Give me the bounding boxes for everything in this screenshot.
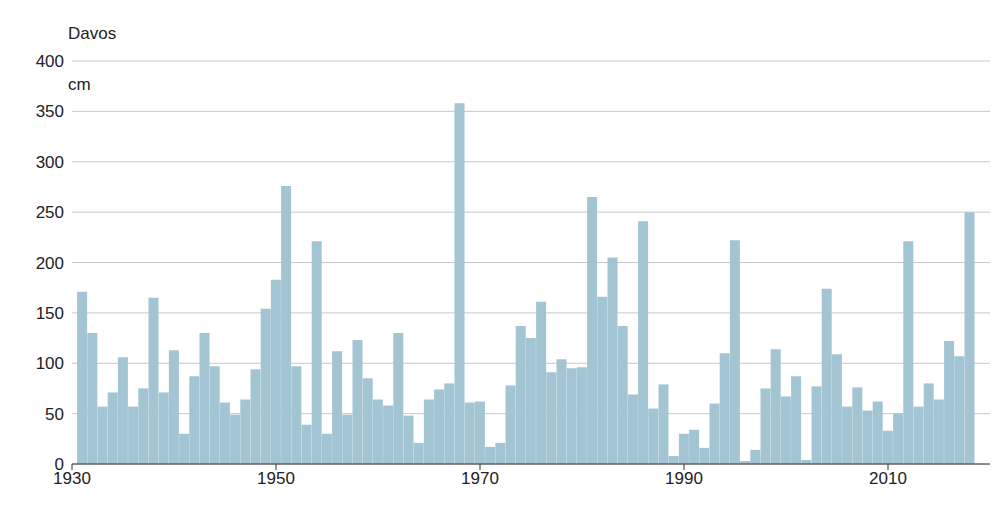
svg-text:100: 100 <box>36 354 64 373</box>
svg-text:1950: 1950 <box>257 469 295 488</box>
svg-text:200: 200 <box>36 254 64 273</box>
svg-text:50: 50 <box>45 405 64 424</box>
svg-text:350: 350 <box>36 102 64 121</box>
svg-text:1970: 1970 <box>461 469 499 488</box>
svg-text:300: 300 <box>36 153 64 172</box>
svg-text:150: 150 <box>36 304 64 323</box>
html-text:cm: cm <box>68 75 91 94</box>
svg-text:0: 0 <box>55 455 64 474</box>
svg-text:400: 400 <box>36 52 64 71</box>
svg-text:1930: 1930 <box>53 469 91 489</box>
html-text:Davos: Davos <box>68 24 117 43</box>
svg-text:1990: 1990 <box>665 469 703 488</box>
svg-text:250: 250 <box>36 203 64 222</box>
svg-text:2010: 2010 <box>869 469 907 488</box>
